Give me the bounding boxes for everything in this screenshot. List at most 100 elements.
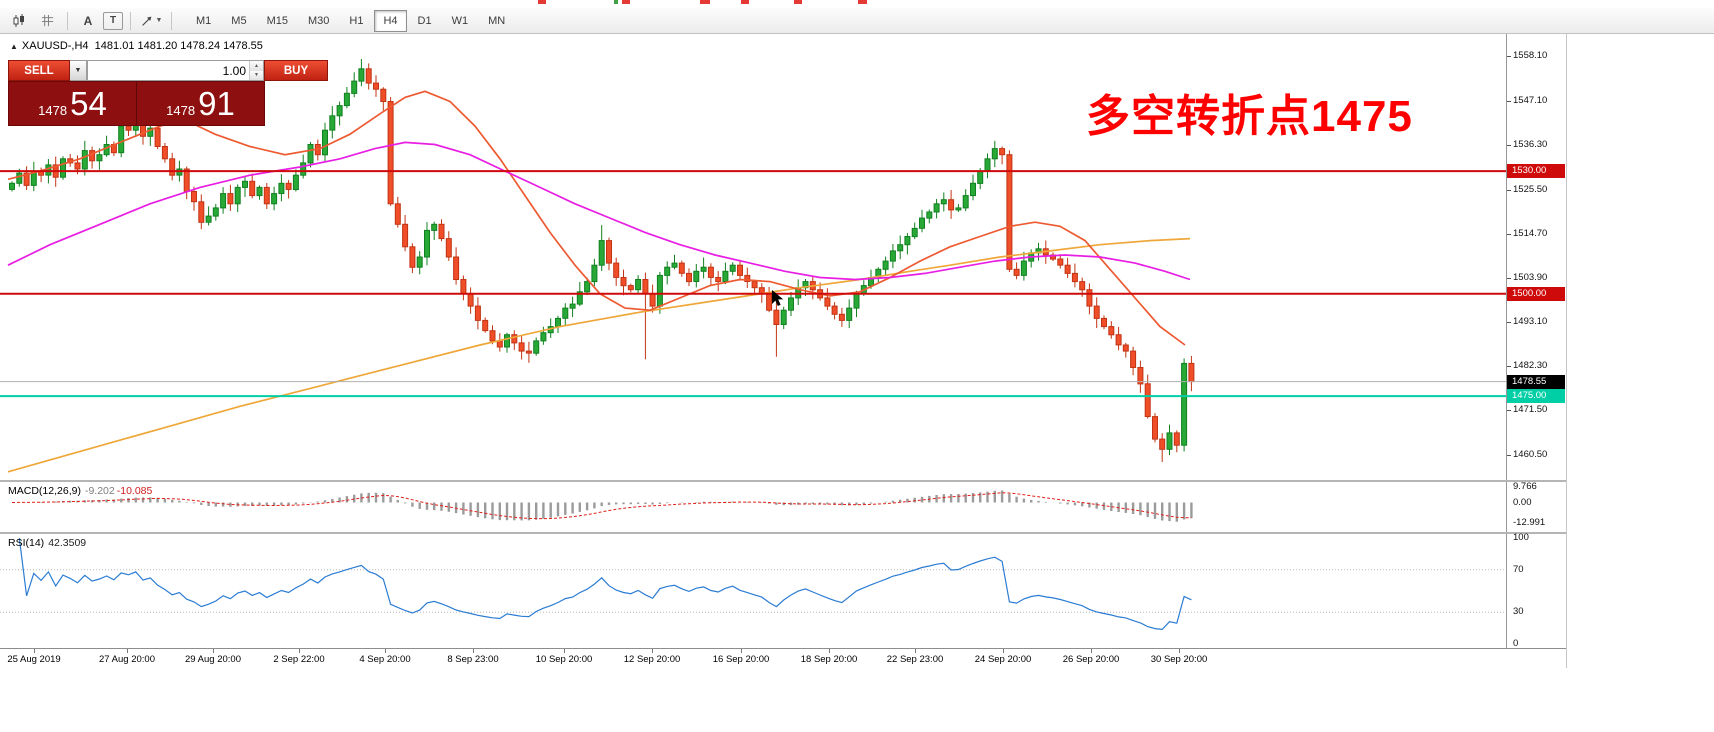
grid-icon[interactable]	[34, 10, 60, 32]
timeframe-d1[interactable]: D1	[417, 14, 432, 27]
time-tick	[127, 649, 128, 653]
axis-tick	[1507, 410, 1511, 412]
price-axis-label: 1493.10	[1513, 316, 1548, 328]
time-tick	[915, 649, 916, 653]
macd-canvas[interactable]	[0, 482, 1506, 532]
mouse-cursor	[772, 290, 784, 306]
macd-axis-label: 0.00	[1513, 496, 1532, 508]
price-badge: 1500.00	[1507, 286, 1565, 301]
time-tick	[1091, 649, 1092, 653]
toolbar-separator	[130, 11, 131, 30]
text-box-tool[interactable]: T	[103, 11, 123, 30]
sell-price-pips: 54	[70, 85, 107, 122]
rsi-label: RSI(14) 42.3509	[8, 537, 86, 549]
time-axis-label: 29 Aug 20:00	[185, 654, 241, 665]
price-axis-label: 1471.50	[1513, 404, 1548, 416]
axis-tick	[1507, 101, 1511, 103]
spinner-down-icon[interactable]: ▼	[250, 70, 263, 80]
macd-name: MACD(12,26,9)	[8, 485, 81, 497]
time-tick	[1003, 649, 1004, 653]
axis-tick	[1507, 322, 1511, 324]
rsi-value: 42.3509	[48, 537, 87, 549]
sell-button[interactable]: SELL	[8, 60, 70, 81]
timeframe-group: M1 M5 M15 M30 H1 H4 D1 W1 MN	[186, 9, 515, 32]
timeframe-h1[interactable]: H1	[349, 14, 364, 27]
top-mark	[741, 0, 749, 4]
top-strip	[0, 0, 1714, 8]
time-axis-label: 26 Sep 20:00	[1062, 654, 1120, 665]
time-tick	[652, 649, 653, 653]
time-axis-label: 27 Aug 20:00	[99, 654, 155, 665]
time-tick	[473, 649, 474, 653]
chart-right-border	[1566, 34, 1567, 668]
price-axis-label: 1503.90	[1513, 271, 1548, 283]
time-tick	[564, 649, 565, 653]
top-mark	[794, 0, 802, 4]
buy-price[interactable]: 1478 91	[136, 82, 264, 125]
time-axis-label: 24 Sep 20:00	[974, 654, 1032, 665]
spinner-up-icon[interactable]: ▲	[250, 61, 263, 71]
lot-spinner[interactable]: ▲ ▼	[249, 61, 263, 80]
candles-icon	[13, 14, 24, 27]
rsi-axis-label: 100	[1513, 532, 1529, 543]
rsi-pane[interactable]	[0, 534, 1506, 648]
timeframe-m15[interactable]: M15	[266, 14, 288, 27]
lot-size-input[interactable]	[88, 61, 249, 80]
chevron-down-icon: ▼	[155, 17, 163, 24]
timeframe-h4[interactable]: H4	[374, 9, 407, 32]
price-axis-label: 1460.50	[1513, 449, 1548, 461]
top-mark	[622, 0, 630, 4]
macd-axis-label: 9.766	[1513, 481, 1537, 493]
buy-price-whole: 1478	[166, 102, 196, 118]
timeframe-m5[interactable]: M5	[231, 14, 247, 27]
ma-slow	[7, 237, 1191, 473]
time-tick	[1179, 649, 1180, 653]
buy-button[interactable]: BUY	[264, 60, 328, 81]
price-chart-canvas[interactable]	[0, 34, 1506, 480]
time-axis-label: 12 Sep 20:00	[623, 654, 681, 665]
axis-tick	[1507, 189, 1511, 191]
macd-axis-label: -12.991	[1513, 516, 1546, 528]
rsi-canvas[interactable]	[0, 534, 1506, 648]
arrow-draw-icon	[141, 16, 151, 26]
price-axis-label: 1536.30	[1513, 139, 1548, 151]
sell-price[interactable]: 1478 54	[9, 82, 136, 125]
text-label-tool[interactable]: A	[83, 13, 93, 28]
time-axis-label: 25 Aug 2019	[7, 654, 61, 665]
price-badge: 1530.00	[1507, 164, 1565, 179]
macd-signal-value: -10.085	[116, 485, 153, 497]
chart-type-candles-icon[interactable]	[6, 10, 32, 32]
pane-splitter[interactable]	[0, 532, 1566, 534]
top-mark	[538, 0, 546, 4]
timeframe-mn[interactable]: MN	[488, 14, 506, 27]
macd-main-value: -9.202	[84, 485, 115, 497]
top-mark	[700, 0, 710, 4]
macd-label: MACD(12,26,9) -9.202 -10.085	[8, 485, 152, 497]
axis-tick	[1507, 56, 1511, 58]
draw-tools-dropdown[interactable]: ▼	[138, 10, 164, 32]
time-axis-label: 22 Sep 23:00	[886, 654, 944, 665]
price-axis-label: 1547.10	[1513, 95, 1548, 107]
time-tick	[829, 649, 830, 653]
rsi-axis: 100 70 30 0	[1506, 532, 1566, 649]
ma-mid	[7, 141, 1191, 281]
time-axis-label: 2 Sep 22:00	[273, 654, 325, 665]
price-axis: 1558.10 1547.10 1536.30 1525.50 1514.70 1503.…	[1506, 34, 1566, 480]
rsi-name: RSI(14)	[8, 537, 45, 549]
pane-splitter[interactable]	[0, 480, 1566, 482]
toolbar-separator	[67, 11, 68, 30]
trade-options-dropdown[interactable]: ▼	[70, 60, 87, 81]
axis-tick	[1507, 233, 1511, 235]
lot-size-field: ▲ ▼	[87, 60, 264, 81]
timeframe-m30[interactable]: M30	[307, 14, 330, 27]
timeframe-w1[interactable]: W1	[451, 14, 469, 27]
price-badge: 1478.55	[1507, 374, 1565, 389]
timeframe-m1[interactable]: M1	[196, 14, 212, 27]
time-axis-label: 4 Sep 20:00	[359, 654, 411, 665]
time-axis-label: 16 Sep 20:00	[712, 654, 770, 665]
time-axis-label: 18 Sep 20:00	[800, 654, 858, 665]
sell-price-whole: 1478	[38, 102, 68, 118]
macd-pane[interactable]	[0, 482, 1506, 532]
time-axis[interactable]: 25 Aug 2019 27 Aug 20:00 29 Aug 20:00 2 Sep…	[0, 648, 1566, 669]
